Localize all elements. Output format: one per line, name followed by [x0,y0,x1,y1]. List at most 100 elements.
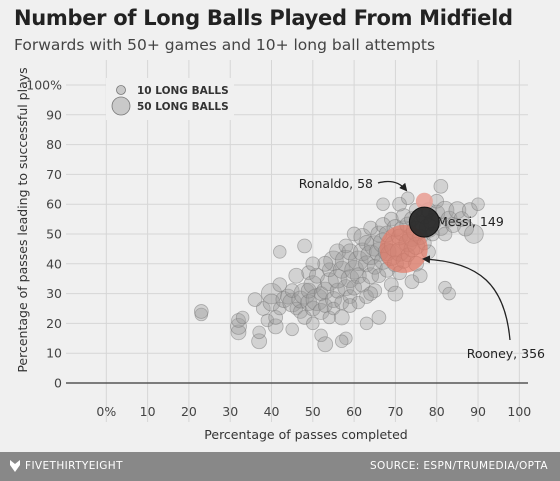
legend-label: 10 LONG BALLS [137,85,229,97]
player-bubble [367,283,383,298]
y-tick-label: 0 [54,376,62,391]
player-bubble [230,324,247,341]
player-bubble [320,272,339,292]
y-axis-label: Percentage of passes leading to successf… [15,67,30,372]
player-bubble [349,267,367,285]
bubble-layer [193,178,485,353]
footer-bar: FIVETHIRTYEIGHT SOURCE: ESPN/TRUMEDIA/OP… [0,452,560,481]
player-bubble [471,197,485,211]
player-bubble [306,316,320,331]
player-bubble [268,310,283,325]
player-bubble [401,191,415,205]
x-tick-label: 90 [470,404,486,419]
player-bubble [457,219,475,237]
y-tick-label: 20 [46,316,62,331]
y-tick-label: 40 [46,256,62,271]
player-bubble [260,283,283,305]
player-bubble [230,317,247,335]
player-bubble [305,256,321,272]
y-tick-label: 80 [46,137,62,152]
player-bubble [448,201,467,220]
ronaldo-label: Ronaldo, 58 [299,176,373,191]
brand: FIVETHIRTYEIGHT [10,460,123,472]
y-tick-label: 30 [46,286,62,301]
player-bubble [272,277,288,292]
fivethirtyeight-logo-icon [10,460,20,472]
legend-bubble [111,96,131,116]
player-bubble [337,279,355,297]
player-bubble [285,322,299,337]
player-bubble [267,318,284,335]
highlight-layer [379,192,440,273]
player-bubble [260,313,275,328]
player-bubble [334,295,350,310]
player-bubble [387,285,404,302]
player-bubble [297,238,312,254]
highlight-messi-bubble [408,206,440,238]
player-bubble [317,336,334,353]
scatter-chart: 0 10 20 30 40 50 60 70 80 90 100% 0% 10 20 30 40 50 60 70… [15,60,545,442]
player-bubble [235,310,250,325]
player-bubble [359,316,374,331]
x-axis-label: Percentage of passes completed [204,427,407,442]
x-tick-label: 0% [96,404,116,419]
player-bubble [348,250,369,272]
highlight-ronaldo-bubble [415,192,433,210]
player-bubble [371,310,387,325]
y-tick-label: 10 [46,346,62,361]
player-bubble [301,265,317,281]
x-tick-label: 20 [181,404,197,419]
player-bubble [342,298,358,313]
player-bubble [453,211,470,227]
player-bubble [383,211,399,227]
player-bubble [362,267,380,285]
player-bubble [359,289,374,304]
rooney-arrow [422,255,511,341]
player-bubble [314,328,328,343]
chart-subtitle: Forwards with 50+ games and 10+ long bal… [14,36,436,54]
legend-bubble [116,85,126,95]
y-axis-ticks: 0 10 20 30 40 50 60 70 80 90 100% [26,78,62,391]
player-bubble [288,267,305,284]
y-tick-label: 50 [46,227,62,242]
player-bubble [317,255,334,272]
chart-title: Number of Long Balls Played From Midfiel… [14,6,513,30]
y-tick-label: 90 [46,107,62,122]
x-tick-label: 100 [507,404,531,419]
rooney-label: Rooney, 356 [467,346,545,361]
player-bubble [322,310,337,325]
source-credit: SOURCE: ESPN/TRUMEDIA/OPTA [369,460,548,472]
player-bubble [435,200,455,220]
size-legend: 10 LONG BALLS 50 LONG BALLS [106,78,234,120]
y-tick-label: 60 [46,197,62,212]
player-bubble [433,178,449,194]
highlight-rooney-bubble [379,224,428,273]
legend-background [106,78,234,120]
player-bubble [351,295,365,310]
player-bubble [329,243,347,261]
player-bubble [371,268,387,284]
player-bubble [358,235,375,251]
x-tick-label: 10 [140,404,156,419]
player-bubble [404,274,420,290]
annotation-layer: Ronaldo, 58 Messi, 149 Rooney, 356 [299,176,545,361]
x-tick-label: 30 [222,404,238,419]
x-tick-label: 70 [387,404,403,419]
x-axis-ticks: 0% 10 20 30 40 50 60 70 80 90 100 [96,404,531,419]
player-bubble [193,304,209,319]
player-bubble [247,292,263,307]
player-bubble [335,334,349,349]
player-bubble [363,286,378,301]
player-bubble [376,197,390,211]
player-bubble [412,268,428,284]
y-tick-label: 100% [26,78,62,93]
x-tick-label: 50 [305,404,321,419]
player-bubble [300,282,317,299]
player-bubble [383,277,399,292]
x-tick-label: 80 [429,404,445,419]
player-bubble [273,245,287,259]
player-bubble [303,275,323,295]
x-tick-label: 60 [346,404,362,419]
messi-label: Messi, 149 [437,214,504,229]
player-bubble [333,309,350,326]
